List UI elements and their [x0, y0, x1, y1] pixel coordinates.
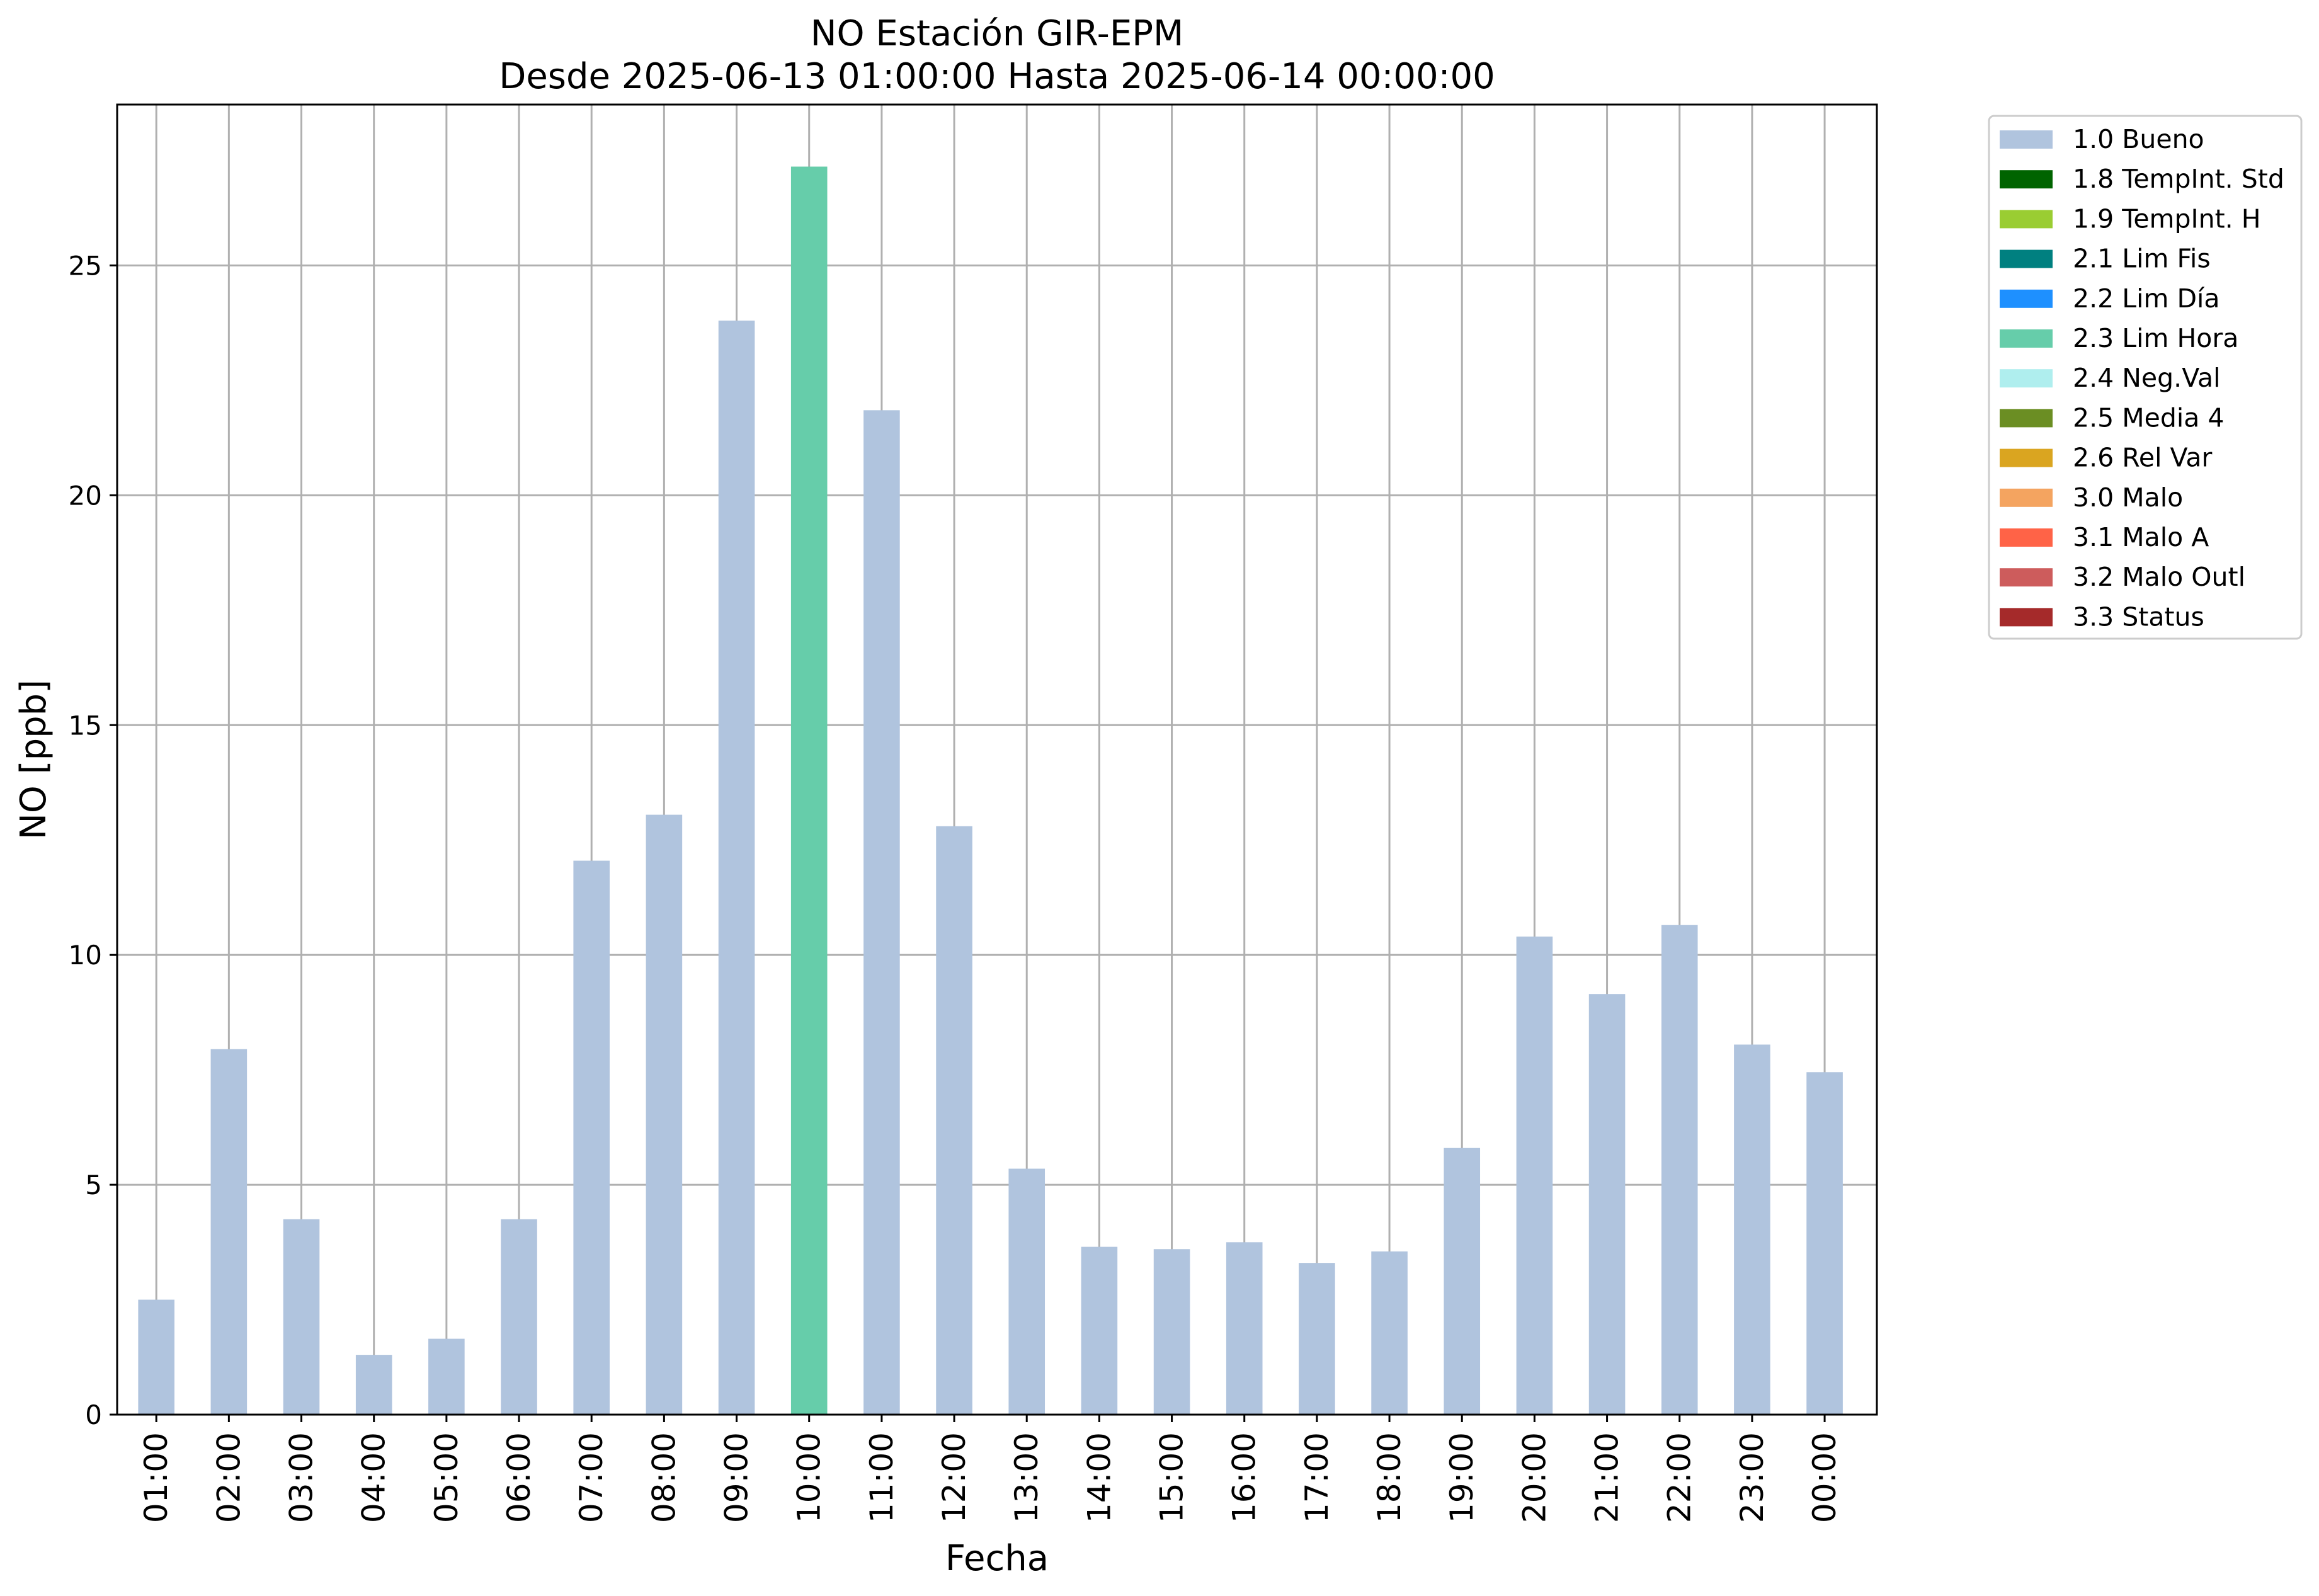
x-tick-label: 07:00 [573, 1432, 610, 1523]
bar-0200 [210, 1049, 248, 1415]
legend-swatch [2000, 528, 2053, 547]
x-tick-label: 10:00 [791, 1432, 828, 1523]
x-tick-label: 01:00 [138, 1432, 174, 1523]
legend-label: 1.9 TempInt. H [2073, 203, 2261, 234]
bar-0700 [573, 860, 610, 1415]
x-tick-label: 03:00 [283, 1432, 320, 1523]
legend-swatch [2000, 488, 2053, 507]
x-tick-label: 17:00 [1299, 1432, 1335, 1523]
x-tick-label: 23:00 [1734, 1432, 1770, 1523]
legend-label: 3.2 Malo Outl [2073, 562, 2245, 592]
bar-1500 [1153, 1249, 1190, 1415]
legend-label: 3.1 Malo A [2073, 522, 2209, 552]
legend-label: 3.3 Status [2073, 601, 2204, 632]
legend-swatch [2000, 289, 2053, 308]
y-tick-label: 20 [69, 480, 102, 511]
x-tick-label: 18:00 [1371, 1432, 1408, 1523]
y-axis-ticks: 0 5 10 15 20 25 [69, 250, 117, 1430]
legend-label: 2.4 Neg.Val [2073, 363, 2221, 393]
legend: 1.0 Bueno 1.8 TempInt. Std 1.9 TempInt. H 2… [1988, 115, 2303, 640]
x-tick-label: 20:00 [1516, 1432, 1553, 1523]
y-tick-label: 0 [85, 1399, 102, 1430]
legend-label: 2.2 Lim Día [2073, 283, 2220, 314]
bar-0600 [501, 1219, 537, 1415]
plot-frame [116, 103, 1878, 1416]
bar-1200 [936, 826, 972, 1415]
bar-0900 [718, 321, 755, 1415]
y-tick-label: 15 [69, 710, 102, 741]
bar-0500 [428, 1338, 465, 1415]
legend-swatch [2000, 210, 2053, 229]
legend-label: 2.3 Lim Hora [2073, 323, 2238, 353]
bar-1800 [1371, 1251, 1408, 1415]
bar-2000 [1516, 936, 1553, 1415]
y-tick-label: 5 [85, 1170, 102, 1200]
legend-label: 2.6 Rel Var [2073, 443, 2213, 473]
bar-1100 [863, 410, 900, 1415]
bar-0300 [283, 1219, 320, 1415]
x-axis-ticks: 01:00 02:00 03:00 04:00 05:00 06:00 07:00 08:00… [138, 1415, 1843, 1523]
x-tick-label: 11:00 [863, 1432, 900, 1523]
x-axis-label: Fecha [945, 1538, 1049, 1579]
bar-0800 [646, 814, 683, 1415]
legend-label: 2.5 Media 4 [2073, 402, 2225, 433]
x-tick-label: 09:00 [719, 1432, 755, 1523]
legend-swatch [2000, 369, 2053, 388]
legend-swatch [2000, 608, 2053, 627]
x-tick-label: 22:00 [1661, 1432, 1698, 1523]
legend-label: 1.8 TempInt. Std [2073, 164, 2284, 194]
bar-0000 [1806, 1072, 1843, 1415]
chart-title-line2: Desde 2025-06-13 01:00:00 Hasta 2025-06-… [499, 56, 1495, 97]
chart-title-line1: NO Estación GIR-EPM [811, 13, 1184, 54]
x-tick-label: 05:00 [428, 1432, 465, 1523]
legend-swatch [2000, 568, 2053, 587]
bars [138, 166, 1843, 1415]
bar-1000 [790, 166, 828, 1415]
bar-1900 [1444, 1148, 1481, 1415]
bar-1600 [1226, 1242, 1263, 1415]
legend-swatch [2000, 249, 2053, 268]
x-tick-label: 04:00 [356, 1432, 392, 1523]
y-axis-label: NO [ppb] [13, 680, 54, 840]
x-tick-label: 02:00 [210, 1432, 247, 1523]
x-tick-label: 14:00 [1081, 1432, 1117, 1523]
x-tick-label: 21:00 [1589, 1432, 1626, 1523]
bar-1300 [1008, 1168, 1046, 1415]
x-tick-label: 13:00 [1008, 1432, 1045, 1523]
x-tick-label: 12:00 [936, 1432, 972, 1523]
x-tick-label: 00:00 [1806, 1432, 1843, 1523]
x-tick-label: 08:00 [646, 1432, 682, 1523]
legend-label: 3.0 Malo [2073, 482, 2183, 513]
legend-label: 1.0 Bueno [2073, 124, 2204, 154]
legend-frame [1988, 115, 2303, 640]
x-tick-label: 06:00 [501, 1432, 537, 1523]
legend-swatch [2000, 329, 2053, 348]
x-tick-label: 15:00 [1154, 1432, 1190, 1523]
bar-0100 [138, 1299, 174, 1415]
legend-swatch [2000, 170, 2053, 189]
bar-2300 [1734, 1044, 1770, 1415]
legend-swatch [2000, 448, 2053, 467]
legend-swatch [2000, 409, 2053, 428]
x-tick-label: 16:00 [1226, 1432, 1263, 1523]
x-tick-label: 19:00 [1444, 1432, 1480, 1523]
legend-label: 2.1 Lim Fis [2073, 244, 2211, 274]
bar-2200 [1661, 925, 1698, 1415]
legend-swatch [2000, 130, 2053, 149]
y-tick-label: 10 [69, 940, 102, 971]
y-tick-label: 25 [69, 250, 102, 281]
bar-0400 [355, 1355, 392, 1415]
bar-1400 [1081, 1246, 1118, 1415]
bar-2100 [1588, 994, 1626, 1415]
bar-1700 [1299, 1263, 1335, 1415]
